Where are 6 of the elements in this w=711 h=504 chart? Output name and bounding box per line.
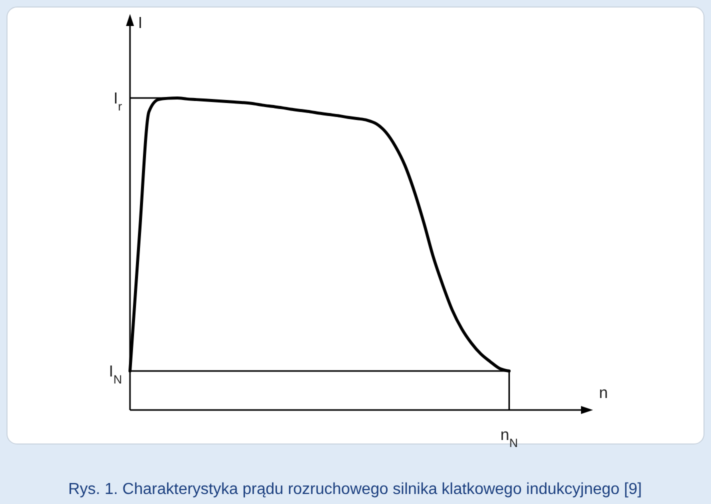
y-axis-title: I [138, 15, 142, 32]
ref-line-label: I$_{r}$ [114, 90, 122, 114]
text: n$_{N}$ [500, 427, 518, 450]
ref-line-label: I$_{N}$ [108, 364, 122, 387]
text: Rys. 1. Charakterystyka prądu rozruchowego silnika klatkowego indukcyjnego [9] [68, 481, 642, 498]
x-axis-title: n [599, 385, 608, 402]
